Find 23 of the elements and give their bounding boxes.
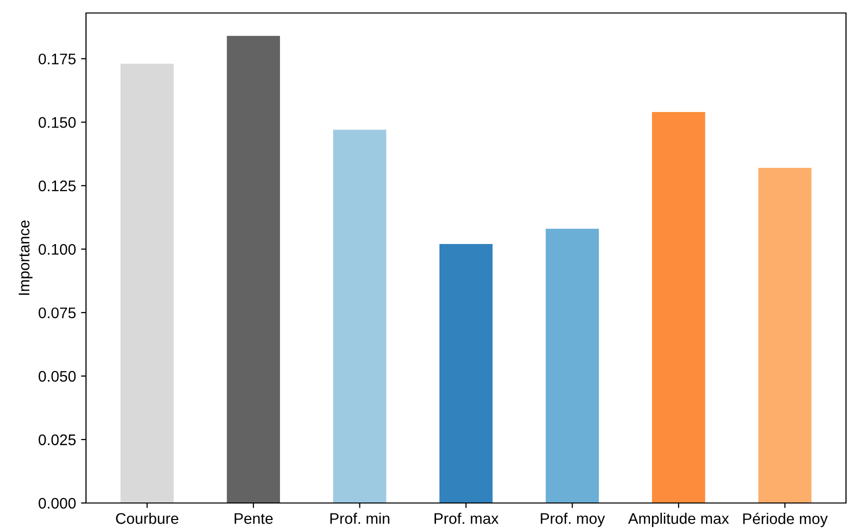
y-axis-title: Importance [18,220,32,295]
bar [652,112,706,503]
x-tick-label: Courbure [116,512,178,524]
x-tick-label: Pente [234,513,273,524]
bar [546,228,599,503]
y-tick-label: 0.175 [38,54,76,64]
x-tick-label: Prof. min [330,512,390,524]
y-tick-label: 0.000 [38,498,76,509]
x-tick-label: Prof. moy [540,512,605,527]
x-tick-label: Prof. max [434,512,499,524]
bar [758,168,812,503]
x-tick-label: Amplitude max [628,512,729,527]
x-tick-label: Période moy [743,512,828,528]
y-tick-label: 0.150 [38,117,76,128]
bar [226,36,280,503]
y-tick-label: 0.125 [38,180,76,192]
y-tick-label: 0.025 [38,434,76,446]
bar [439,244,493,503]
bar [120,64,174,503]
y-tick-label: 0.100 [38,244,76,255]
y-tick-label: 0.075 [38,307,76,318]
bar [333,130,386,503]
y-tick-label: 0.050 [38,370,76,382]
